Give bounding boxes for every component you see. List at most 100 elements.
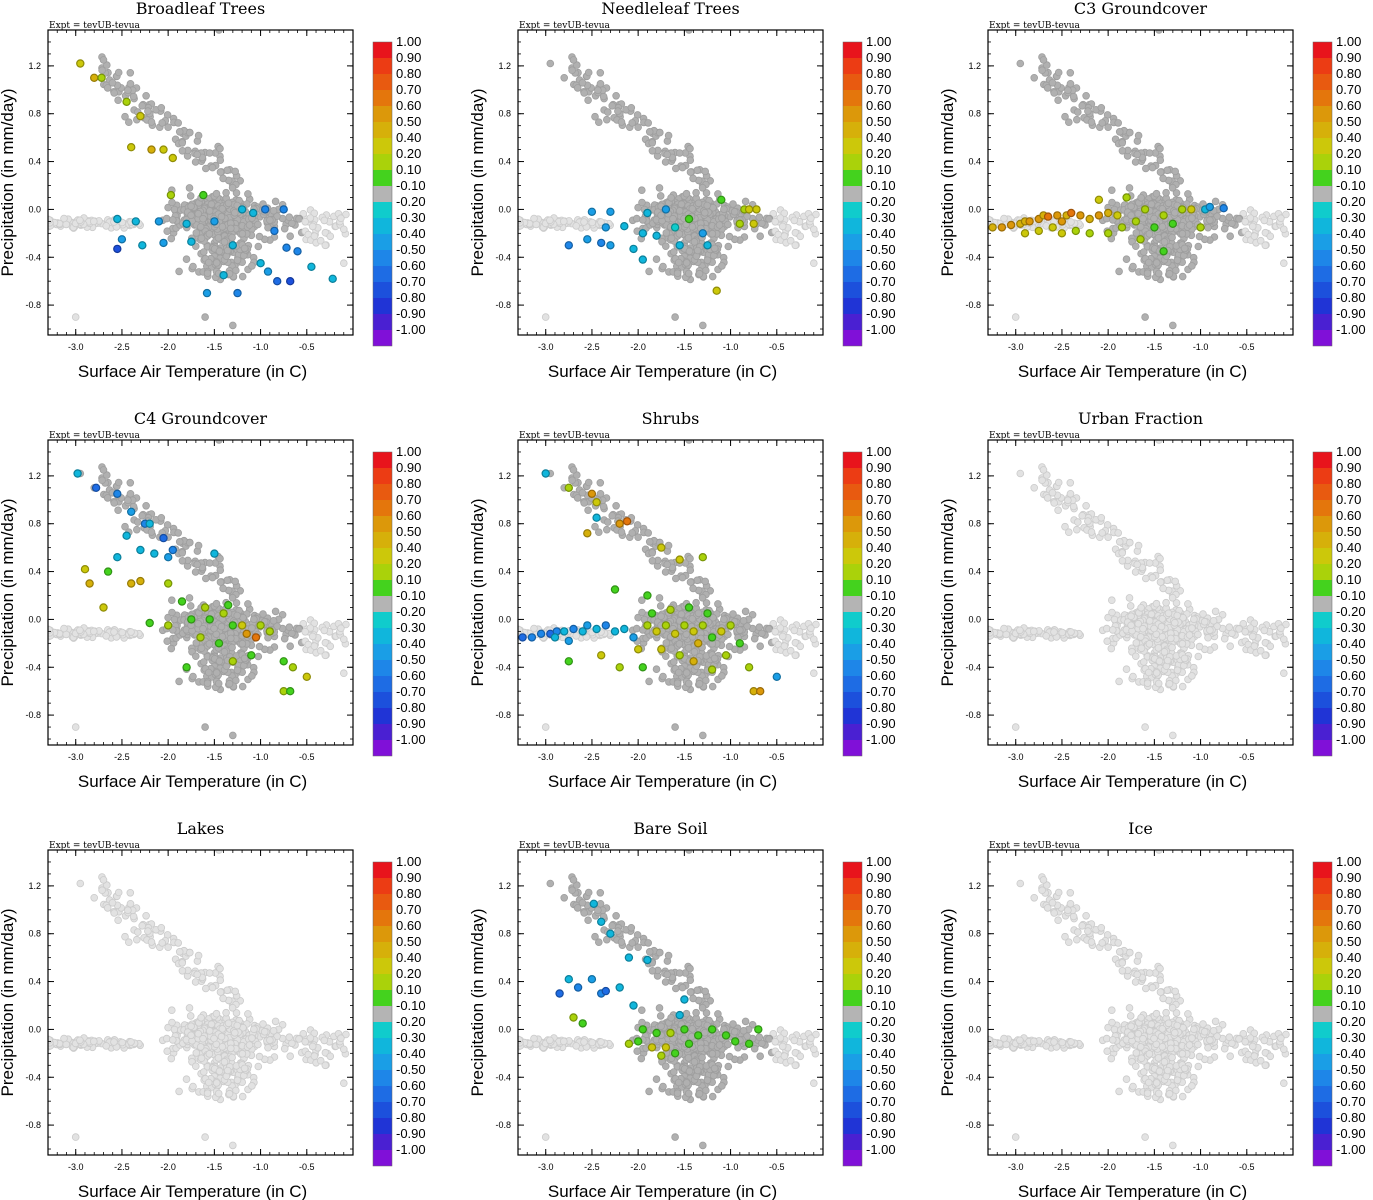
background-point xyxy=(175,537,184,546)
background-point xyxy=(214,679,223,688)
background-point xyxy=(157,104,166,112)
background-point xyxy=(632,624,641,633)
x-tick-label: -1.5 xyxy=(677,342,693,352)
background-point xyxy=(675,207,684,215)
background-point xyxy=(1280,259,1288,268)
background-point xyxy=(1118,139,1126,147)
background-point xyxy=(1159,174,1167,183)
background-point xyxy=(673,269,682,278)
highlight-point xyxy=(615,663,624,672)
highlight-point xyxy=(1205,202,1215,212)
colorbar-swatch xyxy=(1313,90,1332,106)
background-point xyxy=(580,89,588,97)
highlight-point xyxy=(601,621,611,630)
colorbar-swatch xyxy=(373,234,392,250)
colorbar-swatch xyxy=(1313,266,1332,282)
background-point xyxy=(1050,89,1058,97)
highlight-point xyxy=(205,615,214,624)
colorbar-swatch xyxy=(843,154,862,170)
background-point xyxy=(273,212,281,221)
y-axis-label: Precipitation (in mm/day) xyxy=(938,88,957,276)
background-point xyxy=(76,216,84,225)
background-point xyxy=(662,229,671,237)
highlight-point xyxy=(1150,223,1159,232)
background-point xyxy=(584,68,593,77)
background-point xyxy=(1132,229,1141,237)
highlight-point xyxy=(251,633,261,642)
background-point xyxy=(90,627,98,636)
colorbar-swatch xyxy=(373,186,392,202)
background-point xyxy=(217,622,226,631)
background-point xyxy=(1140,248,1148,256)
background-point xyxy=(1185,221,1194,229)
background-point xyxy=(295,215,303,223)
highlight-point xyxy=(1006,220,1016,230)
background-point xyxy=(644,529,652,537)
panel-title-shrubs: Shrubs xyxy=(642,409,700,428)
background-point xyxy=(170,615,179,624)
highlight-point xyxy=(587,489,597,498)
background-point xyxy=(1133,150,1141,159)
background-point xyxy=(572,632,580,640)
background-point xyxy=(771,627,779,636)
background-point xyxy=(1067,218,1075,226)
highlight-point xyxy=(997,223,1007,232)
background-point xyxy=(202,574,210,583)
background-point xyxy=(1054,68,1063,77)
background-point xyxy=(1248,222,1257,231)
background-point xyxy=(724,242,733,251)
colorbar-swatch xyxy=(1313,106,1332,122)
background-point xyxy=(114,96,122,104)
background-point xyxy=(1061,112,1069,121)
background-point xyxy=(695,269,704,278)
highlight-point xyxy=(1131,217,1141,226)
background-point xyxy=(185,184,194,192)
x-tick-label: -3.0 xyxy=(538,342,554,352)
background-point xyxy=(652,665,661,673)
background-point xyxy=(200,658,208,666)
highlight-point xyxy=(1043,212,1053,221)
colorbar-label: 0.80 xyxy=(396,66,421,81)
background-point xyxy=(596,478,605,487)
background-point xyxy=(686,578,695,586)
background-point xyxy=(645,537,654,546)
background-point xyxy=(663,150,671,159)
x-tick-label: -1.5 xyxy=(677,752,693,762)
background-point xyxy=(667,644,676,652)
colorbar-swatch xyxy=(1313,282,1332,298)
x-tick-label: -2.0 xyxy=(160,752,176,762)
x-tick-label: -1.0 xyxy=(253,342,269,352)
background-point xyxy=(682,259,691,267)
colorbar-label: -0.70 xyxy=(396,684,426,699)
colorbar-label: -1.00 xyxy=(866,322,896,337)
x-axis-label: Surface Air Temperature (in C) xyxy=(1018,362,1247,381)
background-point xyxy=(212,599,221,608)
background-point xyxy=(126,80,135,88)
highlight-point xyxy=(273,277,282,286)
background-point xyxy=(718,262,726,270)
background-point xyxy=(569,56,578,64)
highlight-point xyxy=(675,241,684,250)
highlight-point xyxy=(735,639,745,648)
background-point xyxy=(60,624,68,633)
background-point xyxy=(1074,108,1082,116)
highlight-point xyxy=(620,221,629,231)
highlight-point xyxy=(307,262,316,271)
background-point xyxy=(684,679,693,688)
colorbar-swatch xyxy=(843,282,862,298)
background-point xyxy=(244,600,252,608)
background-point xyxy=(603,108,612,116)
background-point xyxy=(708,682,717,691)
background-point xyxy=(1039,56,1048,64)
colorbar-label: 1.00 xyxy=(1336,34,1361,49)
background-point xyxy=(212,669,221,677)
highlight-point xyxy=(89,73,99,83)
background-point xyxy=(208,573,217,582)
scatter-panel: C3 Groundcover Expt = tevUB-tevua -3.0 -2.5… xyxy=(938,0,1366,381)
colorbar-swatch xyxy=(373,468,392,484)
colorbar-swatch xyxy=(373,708,392,724)
background-point xyxy=(695,679,704,688)
background-point xyxy=(755,213,764,222)
background-point xyxy=(1097,104,1106,112)
y-tick-label: -0.8 xyxy=(495,300,511,310)
